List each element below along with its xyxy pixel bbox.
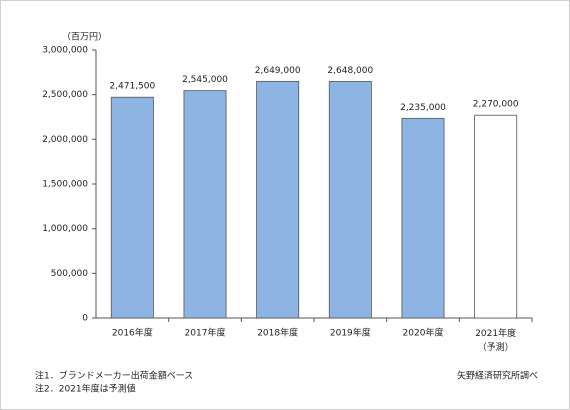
y-tick-label: 500,000 [51,269,88,279]
x-tick-label: 2017年度 [185,327,226,339]
y-tick-label: 1,500,000 [42,180,88,190]
y-tick-label: 2,000,000 [42,135,88,145]
bar [183,90,227,319]
value-label: 2,270,000 [473,100,519,110]
bar [401,117,445,319]
bar [256,80,300,319]
value-label: 2,235,000 [400,103,446,113]
unit-label: （百万円） [62,32,107,43]
bar [474,114,518,319]
note: 注1．ブランドメーカー出荷金額ベース [35,370,193,382]
note: 注2．2021年度は予測値 [35,383,136,395]
y-tick-label: 1,000,000 [42,224,88,234]
y-tick-label: 3,000,000 [42,46,88,56]
y-tick-label: 0 [82,314,88,324]
y-tick-label: 2,500,000 [42,90,88,100]
x-tick-label: 2018年度 [257,327,298,339]
x-tick-label: 2021年度（予測） [475,327,516,353]
bar [328,81,372,319]
value-label: 2,471,500 [109,82,155,92]
x-tick-label: 2016年度 [112,327,153,339]
value-label: 2,649,000 [255,66,301,76]
bar [110,96,154,319]
source: 矢野経済研究所調べ [457,370,538,382]
value-label: 2,545,000 [182,75,228,85]
value-label: 2,648,000 [327,66,373,76]
x-tick-label: 2019年度 [330,327,371,339]
x-tick-label: 2020年度 [403,327,444,339]
